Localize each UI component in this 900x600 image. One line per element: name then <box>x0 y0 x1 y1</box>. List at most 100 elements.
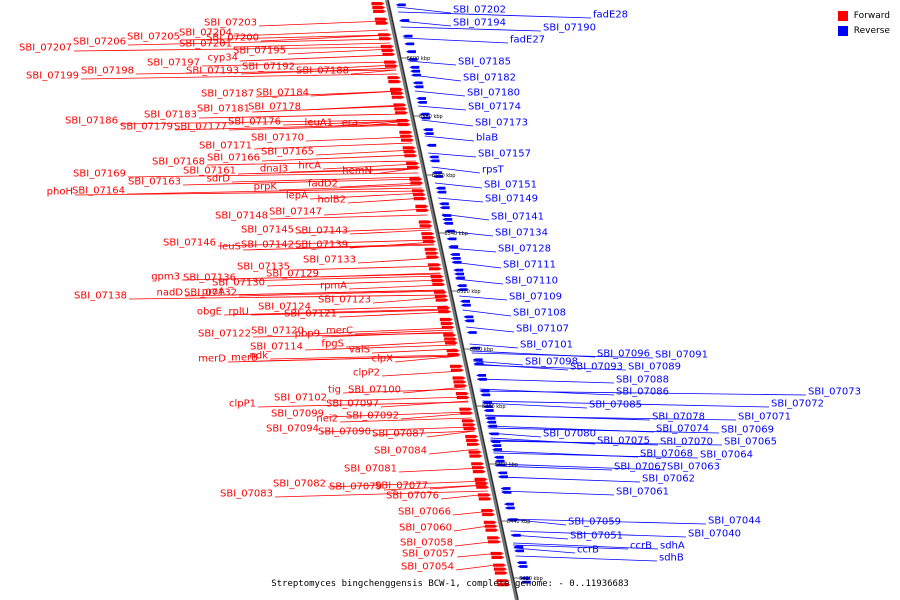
reverse-gene-feature <box>473 362 484 366</box>
reverse-gene-label: ccrB <box>630 541 652 552</box>
forward-gene-feature <box>426 255 440 259</box>
reverse-gene-label: SBI_07173 <box>475 118 528 129</box>
forward-connector-line <box>291 265 439 271</box>
forward-gene-feature <box>456 395 470 400</box>
reverse-gene-label: SBI_07093 <box>570 362 623 373</box>
reverse-connector-line <box>434 182 483 189</box>
reverse-gene-feature <box>491 444 502 447</box>
forward-gene-feature <box>443 333 457 337</box>
forward-gene-label: SBI_07060 <box>399 523 452 534</box>
reverse-connector-line <box>455 278 504 285</box>
forward-gene-label: SBI_07193 <box>186 66 239 77</box>
reverse-gene-feature <box>463 315 474 319</box>
reverse-gene-label: SBI_07149 <box>485 194 538 205</box>
reverse-gene-label: SBI_07190 <box>543 23 596 34</box>
reverse-gene-feature <box>442 218 453 221</box>
forward-gene-feature <box>454 384 468 388</box>
forward-gene-label: nei2 <box>316 414 338 425</box>
reverse-gene-label: SBI_07151 <box>484 180 537 191</box>
forward-gene-feature <box>410 181 424 185</box>
forward-gene-feature <box>459 407 473 411</box>
forward-gene-feature <box>371 2 385 6</box>
forward-gene-feature <box>466 438 480 442</box>
reverse-gene-feature <box>410 69 421 73</box>
reverse-gene-feature <box>443 221 454 225</box>
forward-gene-feature <box>428 263 442 267</box>
reverse-gene-feature <box>485 416 496 420</box>
forward-gene-label: nadD <box>156 288 183 299</box>
reverse-gene-label: SBI_07070 <box>660 437 713 448</box>
forward-connector-line <box>305 136 411 142</box>
forward-connector-line <box>289 167 418 173</box>
forward-connector-line <box>342 388 466 394</box>
forward-gene-label: SBI_07146 <box>163 238 216 249</box>
scale-tick-label: 8420 kbp <box>519 576 543 582</box>
forward-connector-line <box>257 401 469 408</box>
reverse-gene-label: SBI_07182 <box>463 73 516 84</box>
forward-gene-feature <box>411 189 425 193</box>
reverse-gene-feature <box>412 81 423 85</box>
reverse-gene-label: sdhB <box>659 553 684 564</box>
legend-forward: Forward <box>837 8 890 23</box>
forward-gene-feature <box>384 64 398 68</box>
reverse-gene-feature <box>428 155 439 159</box>
reverse-gene-label: SBI_07086 <box>616 387 669 398</box>
forward-gene-label: SBI_07176 <box>228 117 281 128</box>
forward-gene-label: SBI_07195 <box>233 46 286 57</box>
forward-connector-line <box>315 149 414 156</box>
forward-gene-label: SBI_07094 <box>266 424 319 435</box>
reverse-connector-line <box>490 440 723 446</box>
forward-gene-label: gpm3 <box>151 272 180 283</box>
forward-gene-feature <box>483 520 497 524</box>
forward-connector-line <box>80 73 398 80</box>
forward-gene-feature <box>412 193 426 197</box>
reverse-connector-line <box>424 135 475 142</box>
forward-gene-feature <box>494 571 508 575</box>
forward-gene-feature <box>460 411 474 415</box>
forward-connector-line <box>321 331 454 338</box>
forward-gene-feature <box>476 485 490 489</box>
forward-gene-label: fpgS <box>321 339 344 350</box>
reverse-gene-feature <box>429 159 440 163</box>
reverse-gene-label: SBI_07059 <box>568 517 621 528</box>
forward-gene-feature <box>433 290 447 294</box>
reverse-gene-label: SBI_07062 <box>642 474 695 485</box>
forward-connector-line <box>237 168 418 175</box>
reverse-gene-feature <box>404 42 415 46</box>
forward-gene-label: SBI_07054 <box>401 562 454 573</box>
forward-gene-feature <box>446 349 460 353</box>
forward-gene-feature <box>400 134 414 138</box>
forward-gene-feature <box>391 95 405 99</box>
forward-gene-feature <box>482 512 496 517</box>
reverse-gene-feature <box>497 471 508 475</box>
forward-connector-line <box>402 386 466 394</box>
forward-gene-feature <box>493 567 507 571</box>
reverse-gene-label: SBI_07078 <box>652 412 705 423</box>
forward-gene-label: clpP2 <box>353 368 380 379</box>
reverse-gene-feature <box>416 101 427 104</box>
reverse-gene-feature <box>464 319 475 323</box>
forward-connector-line <box>278 184 422 191</box>
forward-gene-label: SBI_07123 <box>318 295 371 306</box>
forward-gene-label: SBI_07087 <box>372 429 425 440</box>
forward-gene-feature <box>472 470 486 474</box>
reverse-connector-line <box>501 490 615 496</box>
reverse-gene-feature <box>432 175 443 178</box>
forward-connector-line <box>223 308 449 316</box>
forward-connector-line <box>338 311 449 318</box>
forward-connector-line <box>217 239 434 247</box>
reverse-gene-label: fadE28 <box>593 10 628 21</box>
reverse-connector-line <box>473 360 524 366</box>
forward-gene-feature <box>491 555 505 559</box>
reverse-gene-feature <box>422 128 433 132</box>
forward-gene-label: lepA <box>286 191 308 202</box>
reverse-gene-feature <box>476 374 487 377</box>
forward-gene-feature <box>406 161 420 166</box>
forward-gene-label: SBI_07142 <box>241 240 294 251</box>
reverse-gene-feature <box>451 260 462 264</box>
reverse-gene-label: SBI_07096 <box>597 349 650 360</box>
reverse-gene-label: SBI_07109 <box>509 292 562 303</box>
forward-connector-line <box>345 340 456 348</box>
forward-connector-line <box>181 34 389 41</box>
forward-gene-feature <box>425 251 439 255</box>
